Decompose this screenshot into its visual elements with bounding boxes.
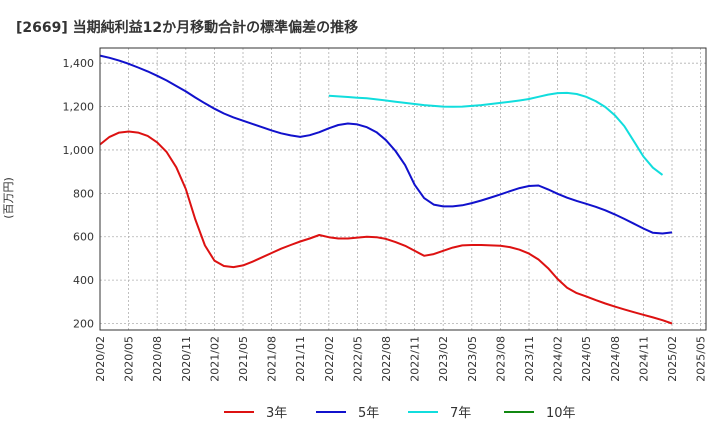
grid-layer	[99, 48, 706, 330]
legend-label: 3年	[266, 406, 287, 421]
x-tick-label: 2021/05	[237, 336, 250, 382]
x-tick-label: 2021/08	[266, 336, 279, 382]
x-tick-label: 2020/08	[151, 336, 164, 382]
x-tick-label: 2021/11	[294, 336, 307, 382]
x-tick-label: 2022/11	[409, 336, 422, 382]
x-tick-label: 2025/05	[695, 336, 708, 382]
series-line-2	[328, 91, 664, 176]
series-line-0	[99, 130, 673, 325]
x-tick-label: 2021/02	[208, 336, 221, 382]
legend-label: 5年	[358, 406, 379, 421]
legend: 3年 5年 7年 10年	[224, 406, 576, 421]
x-tick-label: 2024/02	[552, 336, 565, 382]
x-tick-label: 2022/05	[351, 336, 364, 382]
x-tick-label: 2024/05	[580, 336, 593, 382]
y-tick-label: 1,000	[63, 144, 95, 157]
y-tick-labels: 200 400 600 800 1,000 1,200 1,400	[63, 57, 95, 330]
x-tick-label: 2022/08	[380, 336, 393, 382]
y-tick-label: 400	[73, 274, 94, 287]
plot-frame	[99, 47, 707, 331]
chart-title: [2669] 当期純利益12か月移動合計の標準偏差の推移	[16, 19, 358, 36]
x-tick-label: 2023/11	[523, 336, 536, 382]
x-tick-label: 2020/11	[180, 336, 193, 382]
legend-label: 7年	[450, 406, 471, 421]
y-tick-label: 600	[73, 231, 94, 244]
y-axis-label: (百万円)	[2, 177, 15, 219]
x-tick-label: 2024/08	[609, 336, 622, 382]
series-layer	[99, 54, 673, 325]
x-tick-label: 2024/11	[637, 336, 650, 382]
x-tick-label: 2022/02	[323, 336, 336, 382]
x-tick-label: 2023/02	[437, 336, 450, 382]
x-tick-labels: 2020/02 2020/05 2020/08 2020/11 2021/02 2021/…	[94, 336, 708, 382]
y-tick-label: 800	[73, 187, 94, 200]
y-tick-label: 1,400	[63, 57, 95, 70]
x-tick-label: 2020/05	[123, 336, 136, 382]
x-tick-label: 2025/02	[666, 336, 679, 382]
y-tick-label: 200	[73, 317, 94, 330]
series-line-1	[99, 54, 673, 235]
x-tick-label: 2020/02	[94, 336, 107, 382]
legend-label: 10年	[546, 406, 576, 421]
y-tick-label: 1,200	[63, 101, 95, 114]
x-tick-label: 2023/08	[494, 336, 507, 382]
x-tick-label: 2023/05	[466, 336, 479, 382]
